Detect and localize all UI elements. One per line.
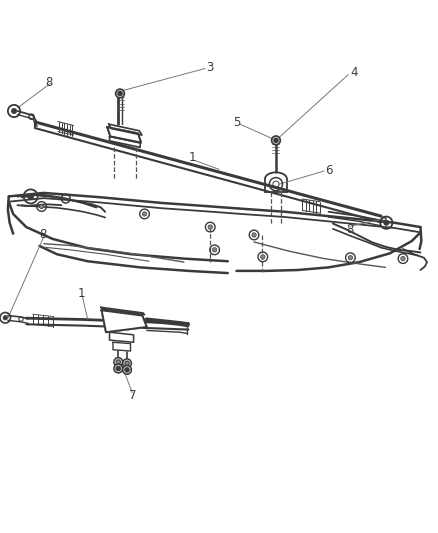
Text: 1: 1	[77, 287, 85, 300]
Circle shape	[39, 204, 44, 209]
Circle shape	[274, 138, 278, 142]
Circle shape	[11, 108, 17, 114]
Circle shape	[118, 91, 122, 96]
Text: 7: 7	[128, 389, 136, 402]
Circle shape	[116, 89, 124, 98]
Circle shape	[401, 256, 405, 261]
Circle shape	[123, 366, 131, 374]
Circle shape	[116, 360, 120, 364]
Circle shape	[125, 361, 129, 366]
Text: 8: 8	[39, 229, 46, 241]
Circle shape	[114, 364, 123, 373]
Polygon shape	[102, 310, 147, 332]
Text: 4: 4	[350, 67, 358, 79]
Text: 6: 6	[325, 164, 332, 176]
Circle shape	[252, 233, 256, 237]
Polygon shape	[107, 127, 141, 142]
Circle shape	[28, 193, 34, 199]
Text: 1: 1	[189, 151, 197, 164]
Circle shape	[208, 225, 212, 229]
Circle shape	[116, 366, 120, 371]
Circle shape	[142, 212, 147, 216]
Text: 8: 8	[46, 76, 53, 89]
Circle shape	[125, 368, 129, 372]
Circle shape	[123, 359, 131, 368]
Text: 3: 3	[206, 61, 213, 74]
Circle shape	[3, 316, 7, 320]
Circle shape	[114, 358, 123, 366]
Circle shape	[261, 255, 265, 259]
Text: 5: 5	[233, 116, 240, 130]
Circle shape	[212, 248, 217, 252]
Circle shape	[272, 136, 280, 145]
Text: 8: 8	[347, 223, 354, 236]
Circle shape	[348, 255, 353, 260]
Circle shape	[384, 220, 389, 225]
